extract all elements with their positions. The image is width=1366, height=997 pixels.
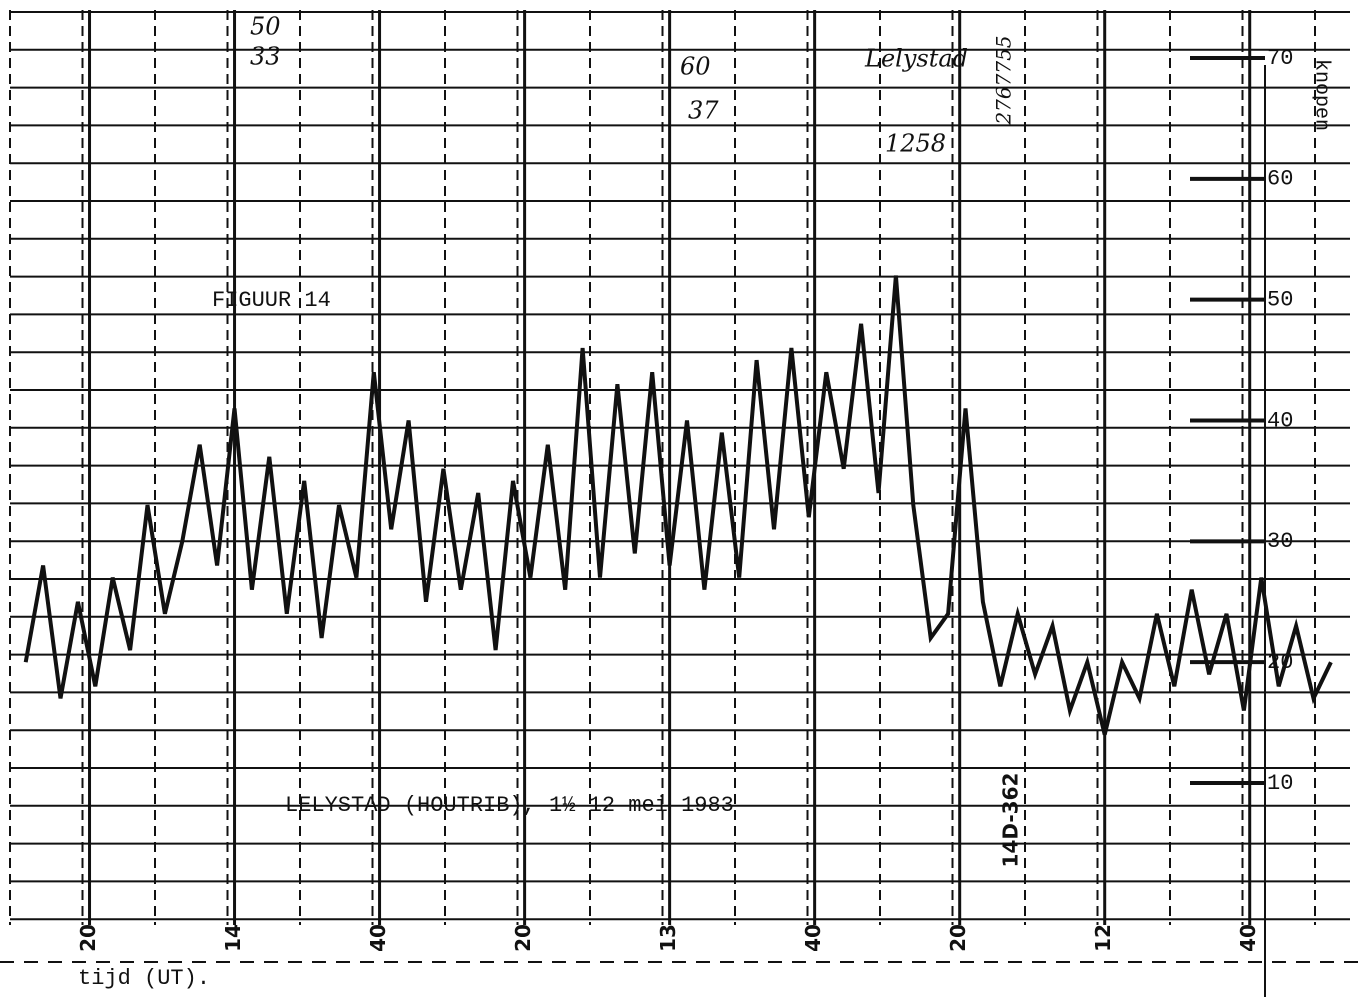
y-tick-label: 30 — [1267, 529, 1293, 554]
y-tick-label: 10 — [1267, 771, 1293, 796]
x-tick-label: 20 — [76, 924, 100, 952]
annotation: Lelystad — [864, 45, 968, 73]
x-axis-label: tijd (UT). — [78, 966, 210, 991]
annotation: 2767755 — [992, 35, 1016, 125]
chart-code: 14D-362 — [999, 773, 1023, 868]
y-tick-label: 60 — [1267, 167, 1293, 192]
x-tick-label: 13 — [656, 924, 680, 952]
y-tick-label: 70 — [1267, 46, 1293, 71]
y-tick-label: 50 — [1267, 287, 1293, 312]
annotation: 1258 — [885, 130, 946, 158]
x-tick-label: 40 — [366, 924, 390, 952]
x-tick-label: 20 — [511, 924, 535, 952]
x-tick-label: 40 — [1236, 924, 1260, 952]
y-tick-label: 40 — [1267, 408, 1293, 433]
data-line — [23, 275, 1333, 736]
annotation: 37 — [688, 97, 719, 125]
x-tick-label: 14 — [221, 924, 245, 952]
annotation: 33 — [250, 43, 281, 71]
y-axis-label: knopen — [1310, 59, 1333, 131]
x-tick-label: 20 — [946, 924, 970, 952]
annotation: 60 — [680, 53, 711, 81]
chart-title: FIGUUR 14 — [212, 288, 331, 313]
annotation: 50 — [250, 13, 281, 41]
x-tick-label: 40 — [801, 924, 825, 952]
x-tick-label: 12 — [1091, 924, 1115, 952]
